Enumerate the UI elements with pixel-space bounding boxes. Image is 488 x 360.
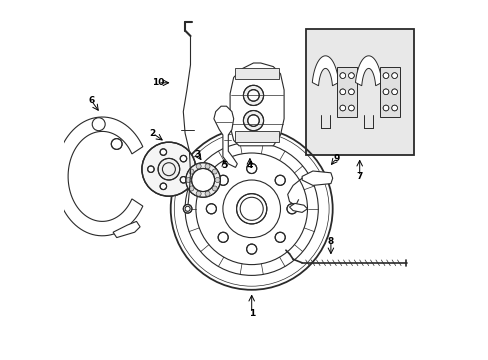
- Bar: [380, 67, 399, 117]
- Circle shape: [188, 169, 194, 174]
- Circle shape: [160, 183, 166, 190]
- Circle shape: [243, 85, 263, 105]
- Circle shape: [111, 139, 122, 149]
- Circle shape: [246, 244, 256, 254]
- Text: 7: 7: [356, 172, 362, 181]
- Circle shape: [339, 105, 345, 111]
- Circle shape: [246, 163, 256, 174]
- Circle shape: [286, 204, 296, 214]
- Circle shape: [382, 73, 388, 78]
- Circle shape: [339, 89, 345, 95]
- Circle shape: [348, 105, 354, 111]
- Circle shape: [382, 89, 388, 95]
- Circle shape: [391, 89, 397, 95]
- Circle shape: [204, 164, 210, 169]
- Polygon shape: [355, 56, 381, 86]
- Text: 10: 10: [152, 78, 164, 87]
- Circle shape: [160, 149, 166, 155]
- Circle shape: [236, 194, 266, 224]
- Polygon shape: [235, 131, 278, 142]
- Circle shape: [275, 232, 285, 242]
- Bar: [337, 67, 356, 117]
- Circle shape: [204, 191, 210, 196]
- Circle shape: [183, 204, 192, 213]
- Text: 5: 5: [221, 161, 227, 170]
- Circle shape: [212, 169, 217, 174]
- Circle shape: [185, 163, 220, 197]
- Circle shape: [158, 158, 179, 180]
- Circle shape: [391, 73, 397, 78]
- Circle shape: [92, 118, 105, 131]
- Circle shape: [191, 168, 214, 192]
- Circle shape: [218, 175, 228, 185]
- Circle shape: [348, 89, 354, 95]
- Polygon shape: [235, 68, 278, 79]
- Circle shape: [185, 206, 190, 211]
- Circle shape: [275, 175, 285, 185]
- Text: 8: 8: [327, 237, 333, 246]
- Circle shape: [212, 186, 217, 191]
- Bar: [305, 29, 413, 155]
- Polygon shape: [213, 106, 237, 167]
- Circle shape: [348, 73, 354, 78]
- Text: 9: 9: [332, 154, 339, 163]
- Circle shape: [188, 186, 194, 191]
- Circle shape: [147, 166, 154, 172]
- Circle shape: [196, 191, 201, 196]
- Text: 6: 6: [88, 96, 95, 105]
- Circle shape: [142, 142, 196, 196]
- Circle shape: [243, 111, 263, 131]
- Circle shape: [247, 90, 259, 101]
- Polygon shape: [56, 117, 142, 236]
- Circle shape: [218, 232, 228, 242]
- Circle shape: [382, 105, 388, 111]
- Circle shape: [247, 115, 259, 126]
- Circle shape: [186, 177, 191, 183]
- Text: 3: 3: [194, 150, 201, 159]
- Circle shape: [339, 73, 345, 78]
- Polygon shape: [230, 63, 284, 146]
- Circle shape: [391, 105, 397, 111]
- Text: 4: 4: [246, 161, 253, 170]
- Circle shape: [196, 164, 201, 169]
- Circle shape: [180, 156, 186, 162]
- Circle shape: [180, 176, 186, 183]
- Polygon shape: [113, 221, 140, 238]
- Circle shape: [215, 177, 220, 183]
- Polygon shape: [289, 203, 307, 212]
- Text: 2: 2: [149, 129, 156, 138]
- Polygon shape: [312, 56, 338, 86]
- Polygon shape: [302, 171, 332, 185]
- Circle shape: [206, 204, 216, 214]
- Text: 1: 1: [248, 309, 254, 318]
